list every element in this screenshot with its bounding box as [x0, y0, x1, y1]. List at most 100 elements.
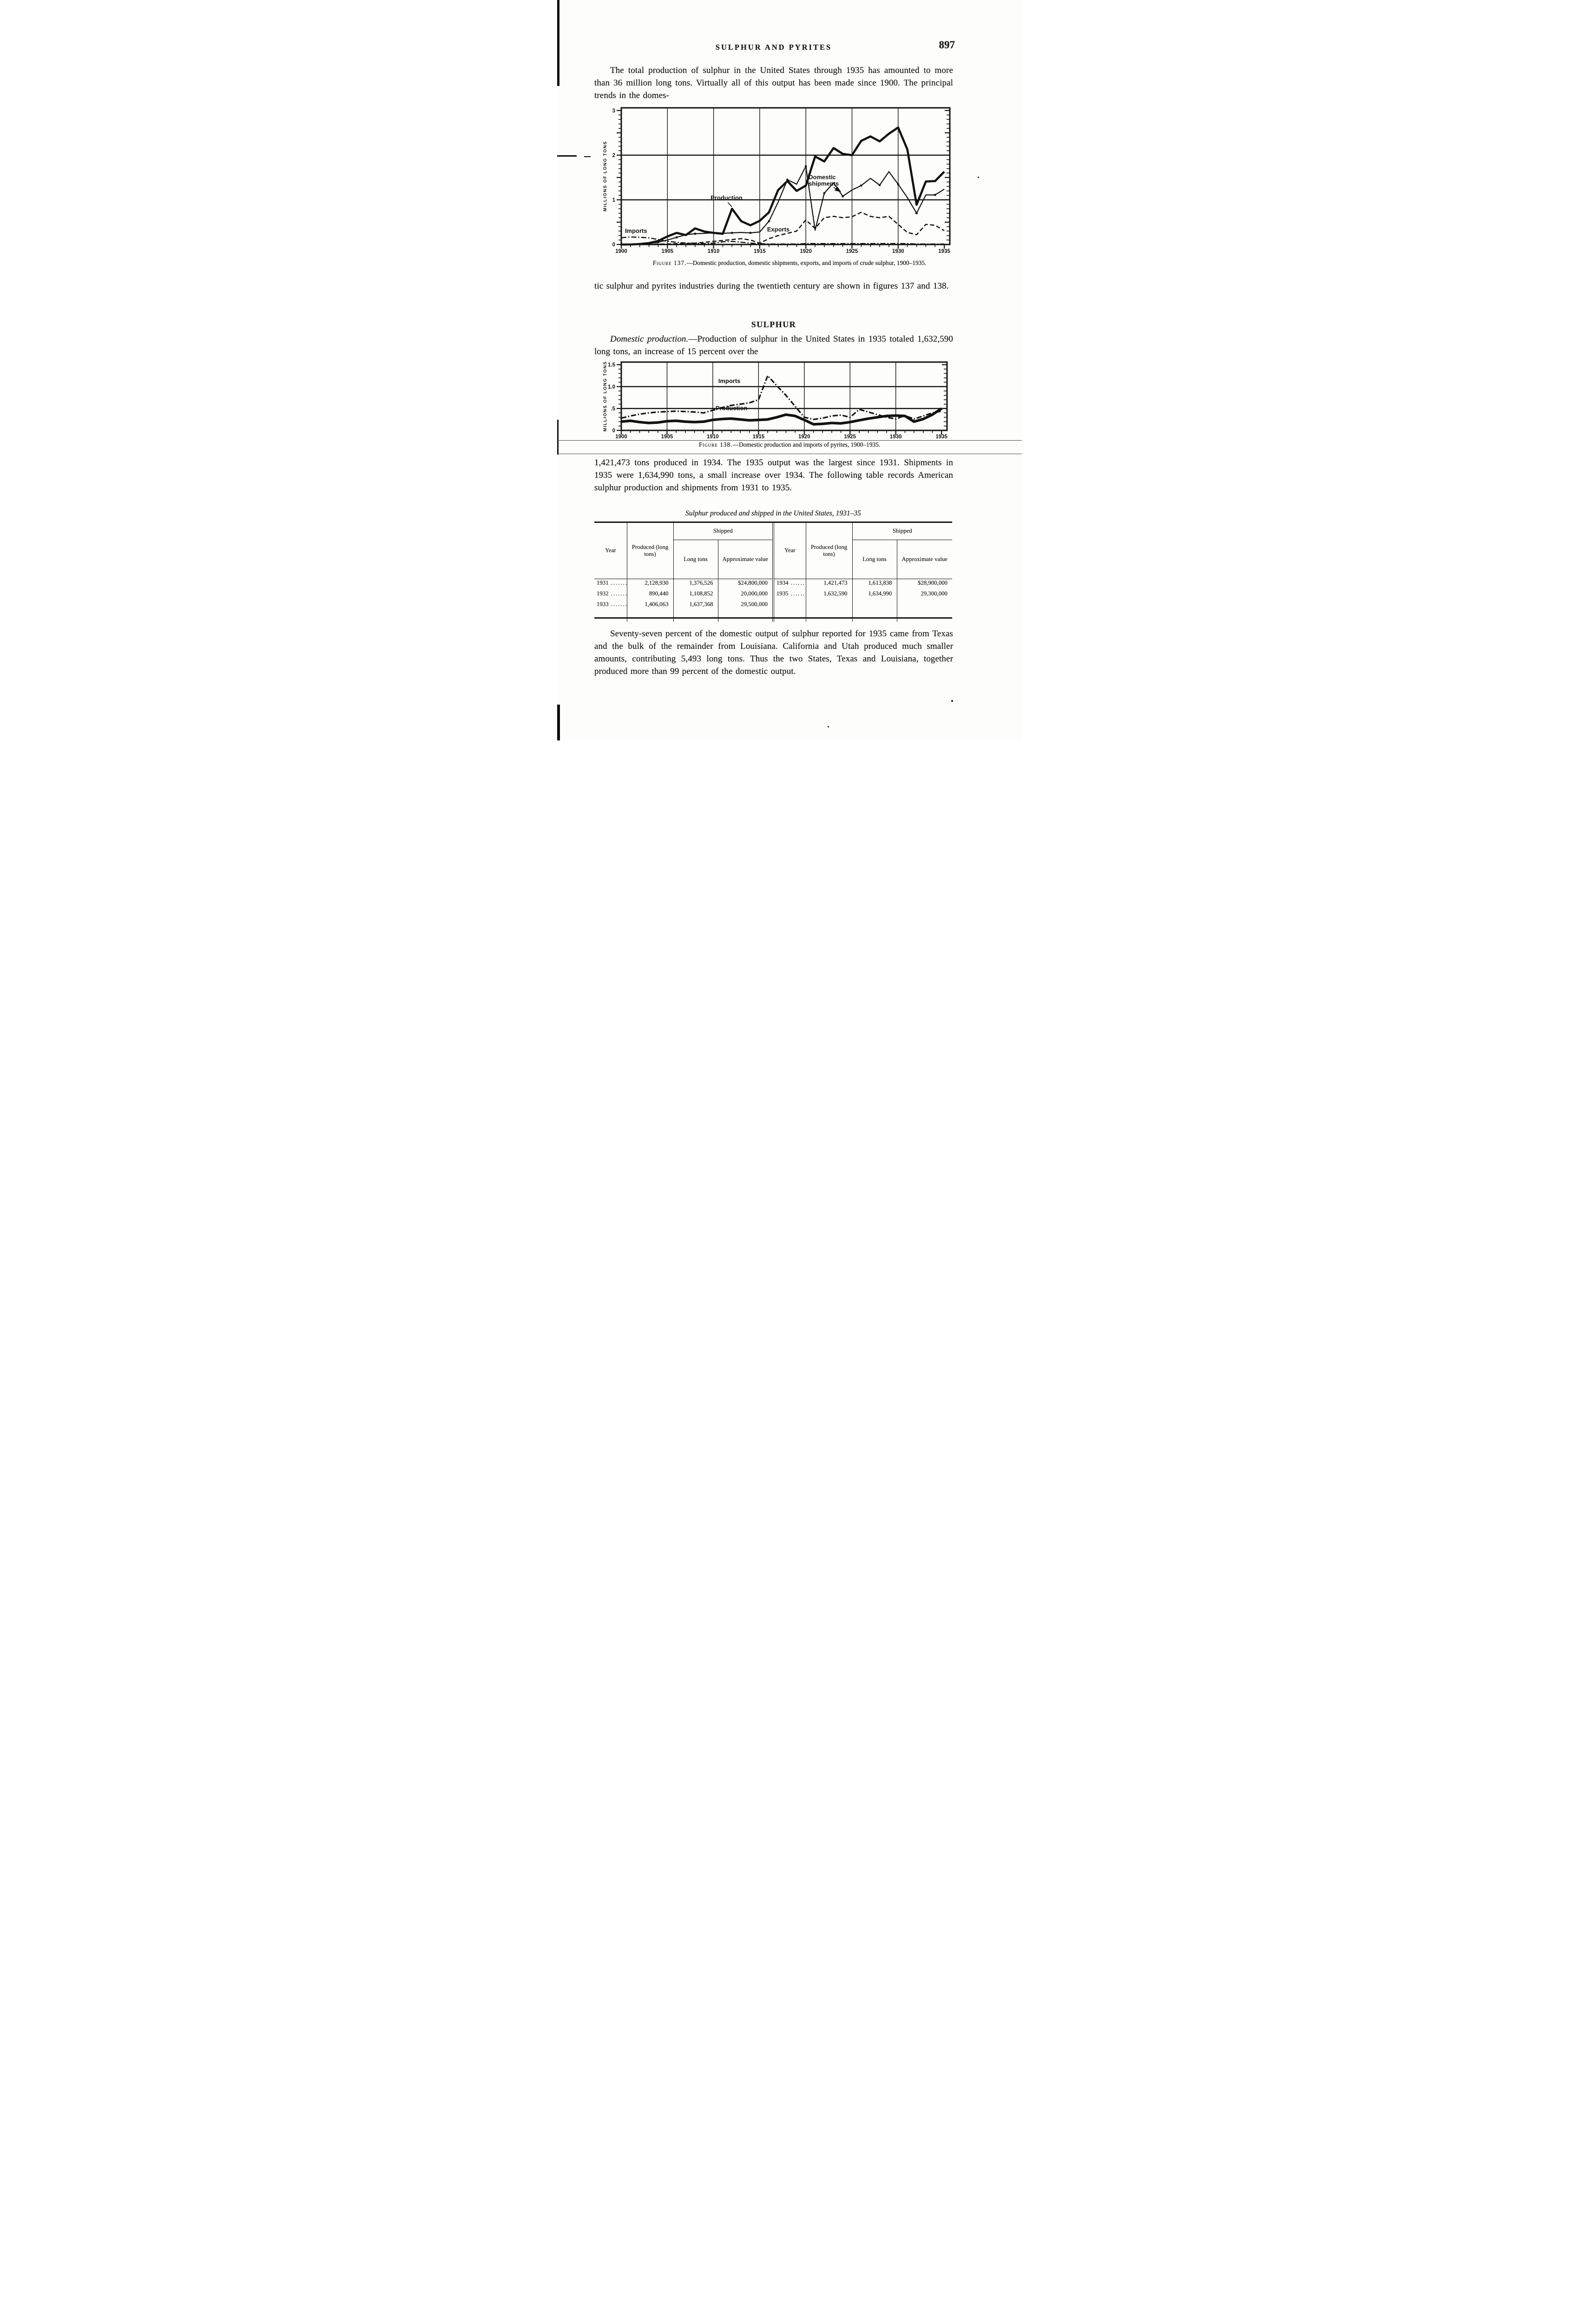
- svg-text:0: 0: [612, 242, 615, 248]
- scan-artifact-speck-1: [951, 700, 953, 702]
- cell-longtons: 1,637,368: [673, 600, 718, 611]
- cell-longtons: 1,376,526: [673, 579, 718, 590]
- scan-artifact-speck-3: [978, 177, 979, 178]
- header-approx-right: Approxi­mate value: [896, 540, 953, 579]
- cell-year: 1935: [772, 589, 806, 601]
- table-row: 1932 890,440 1,108,852 20,000,000 1935 1…: [594, 589, 953, 601]
- svg-text:1: 1: [612, 198, 616, 203]
- svg-text:Imports: Imports: [625, 227, 647, 234]
- section-heading-sulphur: SULPHUR: [751, 320, 796, 329]
- header-longtons-left: Long tons: [673, 540, 718, 579]
- figure-138-caption-label: Figure 138.: [698, 441, 733, 448]
- cell-year: 1933: [594, 601, 627, 611]
- svg-text:1900: 1900: [615, 434, 627, 440]
- page-number: 897: [939, 39, 955, 51]
- cell-value: 29,300,000: [896, 589, 953, 601]
- cell-value: $28,900,000: [896, 579, 953, 590]
- cell-empty: [852, 600, 897, 611]
- cell-empty: [772, 600, 806, 611]
- header-produced-left: Produced (long tons): [626, 523, 673, 579]
- svg-text:1910: 1910: [708, 249, 720, 254]
- svg-text:1.0: 1.0: [608, 384, 615, 390]
- cell-produced: 1,421,473: [805, 579, 853, 590]
- scan-artifact-speck-2: [828, 726, 829, 727]
- scan-artifact-left-strip-top: [557, 0, 559, 86]
- svg-text:1915: 1915: [754, 249, 766, 254]
- svg-text:0: 0: [612, 428, 615, 434]
- paragraph-output: 1,421,473 tons produced in 1934. The 193…: [594, 458, 953, 493]
- svg-text:1920: 1920: [800, 249, 812, 254]
- svg-text:1905: 1905: [661, 434, 673, 440]
- svg-text:1920: 1920: [798, 434, 810, 440]
- page-title: SULPHUR AND PYRITES: [715, 43, 832, 52]
- paragraph-lead-rest: —Production of sulphur in the United Sta…: [594, 334, 953, 357]
- header-produced-right: Produced (long tons): [805, 523, 853, 579]
- svg-text:Imports: Imports: [718, 377, 741, 384]
- svg-text:2: 2: [612, 153, 615, 158]
- cell-longtons: 1,634,990: [852, 589, 897, 601]
- cell-produced: 1,406,063: [626, 600, 673, 611]
- paragraph-lead-italic: Domestic production.: [610, 334, 689, 344]
- figure-137-caption-label: Figure 137.: [652, 259, 687, 266]
- cell-produced: 890,440: [626, 589, 673, 601]
- figure-137-chart: 0 1 2 3 1900 1905 1910 1915 1920 1925 1930 1935 MILL…: [603, 107, 951, 254]
- scan-fold-line-upper: [557, 440, 1022, 441]
- scan-artifact-dash: [557, 155, 577, 157]
- svg-text:1925: 1925: [844, 434, 856, 440]
- cell-produced: 1,632,590: [805, 589, 853, 601]
- scan-artifact-left-strip-bottom: [557, 705, 560, 740]
- cell-empty: [805, 600, 853, 611]
- paragraph-continuation: tic sulphur and pyrites industries durin…: [594, 281, 949, 291]
- figure-137-caption-text: —Domestic production, domestic shipments…: [686, 259, 927, 266]
- figure-137-caption: Figure 137.—Domestic production, domesti…: [576, 259, 1003, 267]
- cell-produced: 2,128,930: [626, 579, 673, 590]
- cell-value: 20,000,000: [717, 589, 774, 601]
- svg-text:MILLIONS OF LONG TONS: MILLIONS OF LONG TONS: [603, 361, 608, 432]
- svg-text:1905: 1905: [662, 249, 674, 254]
- cell-year: 1931: [594, 579, 627, 590]
- figure-138-caption: Figure 138.—Domestic production and impo…: [576, 441, 1003, 449]
- header-shipped-right: Shipped: [852, 523, 953, 540]
- header-year-right: Year: [772, 523, 806, 579]
- figure-138-caption-text: —Domestic production and imports of pyri…: [732, 441, 881, 448]
- table-spacer-row: [594, 611, 953, 622]
- table-row: 1931 2,128,930 1,376,526 $24,800,000 193…: [594, 579, 953, 590]
- paragraph-intro: The total production of sulphur in the U…: [594, 66, 953, 100]
- paragraph-domestic-production: Domestic production.—Production of sulph…: [594, 333, 953, 358]
- svg-text:3: 3: [612, 108, 615, 114]
- cell-year: 1934: [772, 579, 806, 590]
- scan-artifact-dash-small: [584, 156, 591, 157]
- svg-text:Exports: Exports: [767, 226, 790, 233]
- header-longtons-right: Long tons: [852, 540, 897, 579]
- svg-text:1915: 1915: [753, 434, 765, 440]
- svg-text:1935: 1935: [935, 434, 947, 440]
- header-shipped-left: Shipped: [673, 523, 774, 540]
- svg-text:.5: .5: [611, 406, 615, 412]
- header-approx-left: Approxi­mate value: [717, 540, 774, 579]
- cell-year: 1932: [594, 590, 627, 601]
- sulphur-table-grid: Year Produced (long tons) Shipped Year P…: [594, 523, 953, 622]
- svg-text:1900: 1900: [615, 249, 627, 254]
- svg-text:MILLIONS OF LONG TONS: MILLIONS OF LONG TONS: [603, 141, 608, 211]
- cell-value: 29,500,000: [717, 600, 774, 611]
- svg-text:1930: 1930: [892, 249, 904, 254]
- svg-text:1930: 1930: [890, 434, 902, 440]
- cell-empty: [896, 600, 953, 611]
- svg-text:1925: 1925: [846, 249, 858, 254]
- svg-text:Production: Production: [711, 194, 743, 201]
- table-title: Sulphur produced and shipped in the Unit…: [685, 509, 861, 517]
- scanned-document-page: SULPHUR AND PYRITES 897 The total produc…: [557, 0, 1022, 740]
- cell-longtons: 1,108,852: [673, 589, 718, 601]
- sulphur-table: Year Produced (long tons) Shipped Year P…: [594, 522, 953, 622]
- svg-text:1910: 1910: [707, 434, 719, 440]
- figure-138-chart: 0 .5 1.0 1.5 1900 1905 1910 1915 1920 1925 1930 193…: [603, 361, 948, 440]
- svg-text:Production: Production: [716, 405, 748, 412]
- svg-text:1935: 1935: [938, 249, 950, 254]
- header-year-left: Year: [594, 523, 627, 579]
- table-row: 1933 1,406,063 1,637,368 29,500,000: [594, 600, 953, 611]
- cell-value: $24,800,000: [717, 579, 774, 590]
- svg-text:1.5: 1.5: [608, 363, 616, 368]
- running-head: SULPHUR AND PYRITES 897: [594, 39, 955, 59]
- paragraph-states: Seventy-seven percent of the domestic ou…: [594, 629, 953, 676]
